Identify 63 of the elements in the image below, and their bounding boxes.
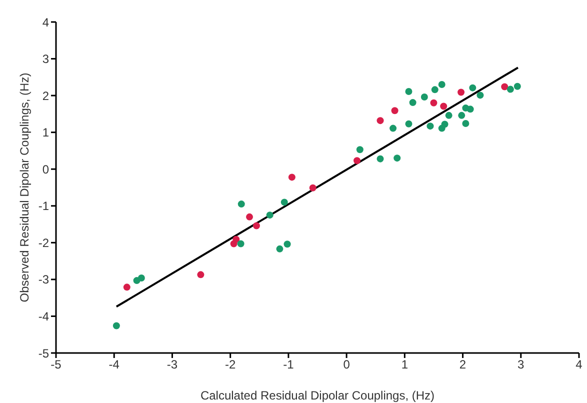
point (376, 117, 384, 124)
point (123, 284, 130, 291)
x-tick-label: 2 (459, 358, 466, 372)
point (514, 82, 521, 90)
point (506, 86, 514, 93)
point (409, 99, 416, 106)
point (246, 213, 254, 220)
point (309, 184, 316, 192)
point (376, 155, 384, 162)
x-tick-label: -2 (224, 358, 236, 372)
y-tick-label: -3 (38, 272, 50, 287)
point (405, 120, 412, 128)
point (426, 122, 434, 130)
point (458, 112, 466, 119)
point (391, 107, 398, 114)
y-tick-label: -2 (38, 236, 50, 250)
point (112, 322, 120, 330)
point (266, 212, 274, 219)
point (354, 157, 361, 164)
point (405, 88, 412, 96)
y-tick-label: 4 (42, 15, 50, 30)
point (501, 83, 508, 90)
y-tick-label: 3 (42, 52, 50, 66)
point (458, 88, 465, 96)
point (394, 154, 401, 162)
y-tick-label: -4 (38, 309, 50, 324)
point (288, 174, 296, 181)
y-axis-title: Observed Residual Dipolar Couplings, (Hz) (17, 72, 32, 302)
point (276, 245, 284, 252)
point (441, 120, 448, 128)
point (284, 240, 291, 248)
point (280, 198, 288, 206)
point (237, 240, 244, 248)
point (469, 84, 476, 92)
y-tick-label: -5 (38, 346, 50, 360)
y-tick-label: 2 (42, 88, 50, 103)
point (197, 271, 204, 278)
x-tick-label: 0 (343, 358, 350, 372)
y-tick-label: 1 (42, 126, 50, 140)
point (466, 106, 474, 113)
point (420, 94, 428, 101)
x-axis-title: Calculated Residual Dipolar Couplings, (Hz) (200, 388, 435, 403)
point (462, 120, 470, 128)
point (252, 222, 260, 230)
point (431, 86, 438, 94)
point (430, 99, 438, 106)
y-tick-label: -1 (38, 199, 50, 214)
x-tick-label: -4 (108, 358, 120, 372)
x-tick-label: 1 (401, 358, 408, 372)
point (476, 92, 484, 99)
point (390, 124, 397, 132)
point (445, 112, 452, 119)
point (440, 102, 448, 110)
x-tick-label: -1 (283, 358, 294, 372)
point (238, 200, 245, 208)
point (232, 236, 240, 243)
point (356, 146, 364, 154)
x-tick-label: -3 (166, 358, 178, 372)
point (438, 81, 446, 88)
x-tick-label: 4 (576, 358, 583, 372)
x-tick-label: 3 (518, 358, 525, 372)
y-tick-label: 0 (42, 162, 50, 176)
point (138, 274, 145, 282)
